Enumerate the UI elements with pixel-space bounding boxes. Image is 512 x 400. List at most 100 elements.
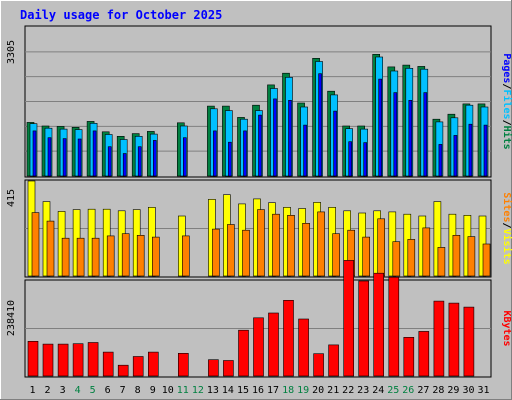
bar-sites-day-14 [227,224,235,277]
x-tick-label: 24 [372,385,384,396]
bar-pages-day-1 [32,130,37,177]
bar-pages-day-18 [288,100,292,177]
bar-pages-day-3 [62,138,67,177]
bar-pages-day-30 [468,123,473,177]
x-tick-label: 5 [90,385,96,396]
bar-pages-day-9 [153,140,157,177]
x-tick-label: 20 [312,385,324,396]
bar-kbytes-day-23 [358,280,370,377]
panel-top: 3305 Pages/Files/Hits [6,25,512,178]
bar-pages-day-24 [378,78,383,177]
bar-pages-day-26 [408,100,413,177]
bar-sites-day-21 [332,233,340,277]
bar-kbytes-day-21 [328,344,339,377]
x-tick-label: 21 [327,385,339,396]
x-tick-label: 19 [297,385,309,396]
bar-visits-day-28 [433,201,442,277]
panel-bottom-legend: KBytes [501,310,512,346]
bar-kbytes-day-6 [102,351,114,377]
bar-kbytes-day-20 [313,353,324,377]
bar-pages-day-14 [228,141,232,177]
bar-sites-day-17 [272,213,280,277]
series-pages [32,73,488,177]
panel-bottom-ymax-label: 238410 [6,300,17,336]
bar-kbytes-day-4 [72,343,84,377]
panel-top-legend-item: / [501,83,512,89]
x-tick-label: 13 [207,385,219,396]
bar-kbytes-day-14 [223,360,234,377]
bar-sites-day-1 [31,212,40,277]
x-tick-label: 14 [222,385,234,396]
bar-sites-day-18 [287,215,295,277]
bar-kbytes-day-13 [208,359,219,377]
panel-top-ymax-label: 3305 [6,40,17,64]
bar-kbytes-day-18 [283,299,294,377]
bar-kbytes-day-2 [42,343,54,377]
panel-top-legend: Pages/Files/Hits [501,53,512,149]
x-tick-label: 3 [60,385,66,396]
bar-kbytes-day-8 [132,356,144,377]
bar-pages-day-23 [363,142,368,177]
x-tick-labels: 1 2 3 4 5 6 7 8 9 10 11 12 13 14 15 16 17 18 19 20 21 22 23 24 2… [29,385,489,396]
bar-kbytes-day-26 [403,336,415,377]
bar-kbytes-day-30 [463,306,475,377]
bar-sites-day-16 [257,209,265,277]
x-tick-label: 15 [237,385,249,396]
bar-sites-day-28 [437,247,446,277]
chart-title: Daily usage for October 2025 [20,8,222,22]
panel-top-legend-item: Pages [501,53,512,83]
x-tick-label: 16 [252,385,264,396]
bar-pages-day-31 [483,124,488,177]
bar-sites-day-24 [377,218,386,277]
bar-pages-day-2 [47,137,52,177]
bar-sites-day-4 [76,237,85,277]
bar-sites-day-25 [392,241,401,277]
bar-pages-day-11 [183,137,187,177]
bar-sites-day-6 [106,235,115,277]
bar-pages-day-28 [438,144,443,177]
x-tick-label: 6 [105,385,111,396]
series-kbytes [27,260,475,377]
x-tick-label: 26 [402,385,414,396]
panel-bottom: 238410 KBytes [6,260,512,378]
x-tick-label: 9 [150,385,156,396]
x-tick-label: 10 [162,385,174,396]
x-tick-label: 4 [75,385,81,396]
panel-middle-legend-item: Sites [501,192,512,222]
bar-sites-day-23 [362,236,371,277]
series-visits [27,180,487,277]
x-tick-label: 28 [432,385,444,396]
series-sites [31,209,491,277]
bar-pages-day-8 [137,146,142,177]
bar-pages-day-29 [453,135,458,177]
bar-pages-day-4 [77,138,82,177]
bar-sites-day-19 [302,223,310,277]
bar-pages-day-15 [243,130,247,177]
bar-sites-day-31 [482,243,491,277]
bar-sites-day-29 [452,235,461,277]
bar-pages-day-27 [423,92,428,177]
x-tick-label: 29 [447,385,459,396]
x-tick-label: 27 [417,385,429,396]
x-tick-label: 12 [192,385,204,396]
bar-kbytes-day-11 [178,352,189,377]
bar-kbytes-day-29 [448,302,460,377]
bar-pages-day-22 [348,141,353,177]
bar-kbytes-day-19 [298,318,309,377]
bar-kbytes-day-16 [253,317,264,377]
bar-sites-day-27 [422,227,431,277]
bar-sites-day-15 [242,229,250,277]
x-tick-label: 18 [282,385,294,396]
bar-kbytes-day-25 [388,276,400,377]
bar-kbytes-day-1 [27,340,39,377]
panel-top-legend-item: / [501,120,512,126]
x-tick-label: 23 [357,385,369,396]
bar-pages-day-6 [107,146,112,177]
bar-kbytes-day-28 [433,300,445,377]
bar-kbytes-day-15 [238,329,249,377]
bar-kbytes-day-24 [373,272,385,377]
panel-top-legend-item: Hits [501,126,512,150]
bar-kbytes-day-7 [117,364,129,377]
bar-kbytes-day-27 [418,331,430,377]
